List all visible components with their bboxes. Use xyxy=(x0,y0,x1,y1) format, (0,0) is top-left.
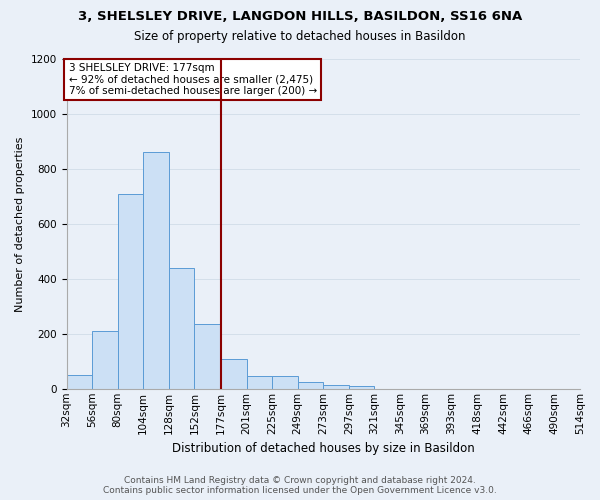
Text: 3, SHELSLEY DRIVE, LANGDON HILLS, BASILDON, SS16 6NA: 3, SHELSLEY DRIVE, LANGDON HILLS, BASILD… xyxy=(78,10,522,23)
Bar xyxy=(143,152,169,389)
Bar xyxy=(221,358,247,389)
Bar xyxy=(169,268,194,389)
Bar xyxy=(272,376,298,389)
Bar xyxy=(247,376,272,389)
Text: Size of property relative to detached houses in Basildon: Size of property relative to detached ho… xyxy=(134,30,466,43)
Y-axis label: Number of detached properties: Number of detached properties xyxy=(15,136,25,312)
Bar xyxy=(349,386,374,389)
Text: Contains HM Land Registry data © Crown copyright and database right 2024.
Contai: Contains HM Land Registry data © Crown c… xyxy=(103,476,497,495)
Bar xyxy=(92,331,118,389)
X-axis label: Distribution of detached houses by size in Basildon: Distribution of detached houses by size … xyxy=(172,442,475,455)
Bar xyxy=(67,375,92,389)
Text: 3 SHELSLEY DRIVE: 177sqm
← 92% of detached houses are smaller (2,475)
7% of semi: 3 SHELSLEY DRIVE: 177sqm ← 92% of detach… xyxy=(68,63,317,96)
Bar xyxy=(118,194,143,389)
Bar xyxy=(194,324,221,389)
Bar xyxy=(298,382,323,389)
Bar xyxy=(323,384,349,389)
